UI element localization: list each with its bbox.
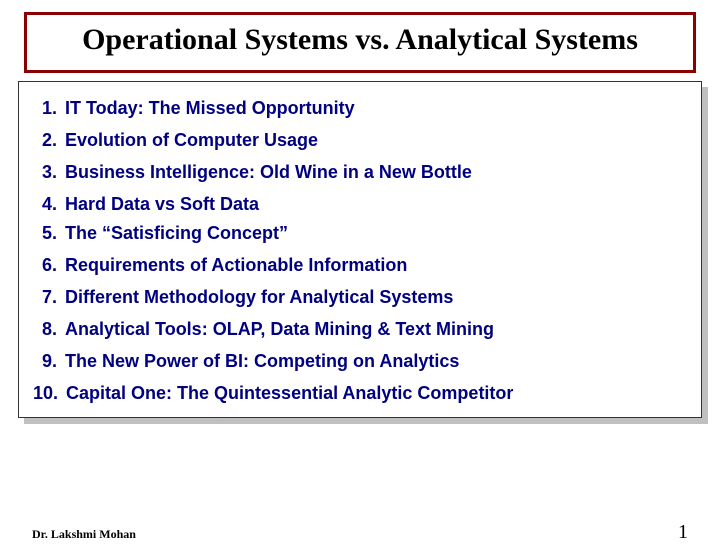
list-item: 9. The New Power of BI: Competing on Ana… <box>33 345 687 377</box>
item-text: Business Intelligence: Old Wine in a New… <box>61 163 687 181</box>
list-item: 5. The “Satisficing Concept” <box>33 220 687 249</box>
item-text: The New Power of BI: Competing on Analyt… <box>61 352 687 370</box>
content-box: 1. IT Today: The Missed Opportunity 2. E… <box>18 81 702 418</box>
item-text: Hard Data vs Soft Data <box>61 195 687 213</box>
item-text: The “Satisficing Concept” <box>61 224 687 242</box>
list-item: 8. Analytical Tools: OLAP, Data Mining &… <box>33 313 687 345</box>
list-item: 2. Evolution of Computer Usage <box>33 124 687 156</box>
list-item: 10. Capital One: The Quintessential Anal… <box>33 377 687 409</box>
item-number: 3. <box>33 163 61 181</box>
list-item: 3. Business Intelligence: Old Wine in a … <box>33 156 687 188</box>
list-item: 6. Requirements of Actionable Informatio… <box>33 249 687 281</box>
list-item: 1. IT Today: The Missed Opportunity <box>33 92 687 124</box>
item-number: 10. <box>33 384 62 402</box>
item-number: 2. <box>33 131 61 149</box>
item-number: 1. <box>33 99 61 117</box>
item-number: 5. <box>33 224 61 242</box>
item-number: 7. <box>33 288 61 306</box>
item-text: Requirements of Actionable Information <box>61 256 687 274</box>
item-number: 9. <box>33 352 61 370</box>
item-text: Analytical Tools: OLAP, Data Mining & Te… <box>61 320 687 338</box>
item-text: IT Today: The Missed Opportunity <box>61 99 687 117</box>
item-text: Capital One: The Quintessential Analytic… <box>62 384 687 402</box>
footer-page-number: 1 <box>678 521 688 544</box>
content-container: 1. IT Today: The Missed Opportunity 2. E… <box>18 81 702 418</box>
item-number: 6. <box>33 256 61 274</box>
list-item: 4. Hard Data vs Soft Data <box>33 188 687 220</box>
title-box: Operational Systems vs. Analytical Syste… <box>24 12 696 73</box>
item-text: Different Methodology for Analytical Sys… <box>61 288 687 306</box>
list-item: 7. Different Methodology for Analytical … <box>33 281 687 313</box>
item-number: 8. <box>33 320 61 338</box>
item-number: 4. <box>33 195 61 213</box>
slide-title: Operational Systems vs. Analytical Syste… <box>43 23 677 58</box>
item-text: Evolution of Computer Usage <box>61 131 687 149</box>
